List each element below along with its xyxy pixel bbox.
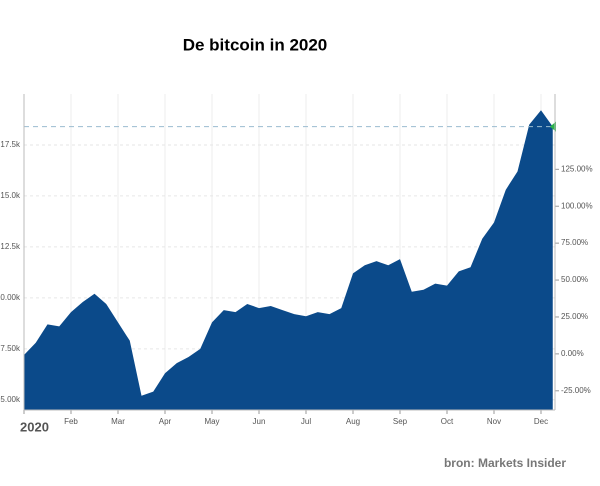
y2-tick-label: 0.00% [561, 349, 584, 358]
x-tick-label: Feb [64, 417, 78, 426]
y-tick-label: 7.50k [0, 344, 21, 353]
y2-tick-label: 25.00% [561, 312, 588, 321]
y-tick-label: 15.0k [0, 191, 21, 200]
y-tick-label: 10.00k [0, 293, 21, 302]
x-tick-label: May [204, 417, 219, 426]
y2-tick-label: 75.00% [561, 238, 588, 247]
x-tick-label: Dec [534, 417, 548, 426]
area [24, 110, 553, 410]
x-tick-label: Mar [111, 417, 125, 426]
y2-tick-label: -25.00% [561, 386, 591, 395]
x-tick-label: Oct [441, 417, 454, 426]
x-tick-label: Aug [346, 417, 360, 426]
x-tick-label: Nov [487, 417, 501, 426]
x-tick-label: Jun [253, 417, 266, 426]
x-tick-label: Sep [393, 417, 408, 426]
y2-tick-label: 100.00% [561, 201, 593, 210]
x-tick-label: 2020 [20, 419, 49, 434]
y2-tick-label: 50.00% [561, 275, 588, 284]
x-tick-label: Jul [301, 417, 311, 426]
y2-tick-label: 125.00% [561, 164, 593, 173]
y-tick-label: 12.5k [0, 242, 21, 251]
y-tick-label: 17.5k [0, 140, 21, 149]
source: bron: Markets Insider [444, 456, 566, 470]
y-tick-label: 5.00k [0, 395, 21, 404]
x-tick-label: Apr [159, 417, 172, 426]
chart-title: De bitcoin in 2020 [183, 35, 328, 54]
